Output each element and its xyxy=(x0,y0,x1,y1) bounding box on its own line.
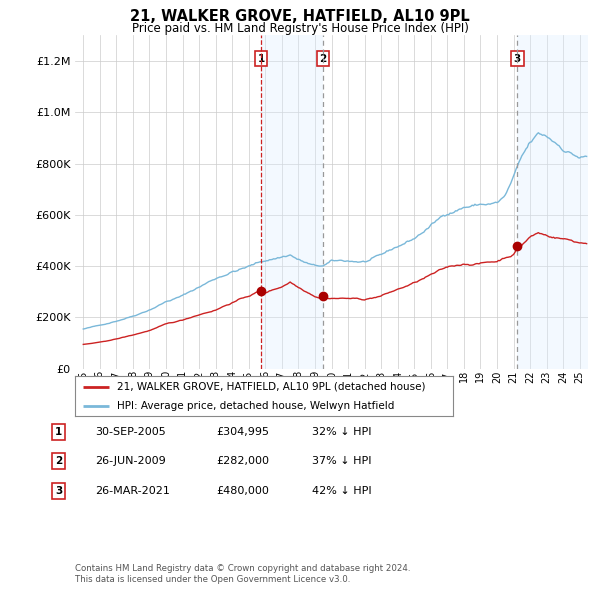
Text: 2: 2 xyxy=(320,54,327,64)
Text: 21, WALKER GROVE, HATFIELD, AL10 9PL: 21, WALKER GROVE, HATFIELD, AL10 9PL xyxy=(130,9,470,24)
Text: 42% ↓ HPI: 42% ↓ HPI xyxy=(312,486,371,496)
Text: 32% ↓ HPI: 32% ↓ HPI xyxy=(312,427,371,437)
Text: 2: 2 xyxy=(55,457,62,466)
Text: 26-JUN-2009: 26-JUN-2009 xyxy=(95,457,166,466)
Text: This data is licensed under the Open Government Licence v3.0.: This data is licensed under the Open Gov… xyxy=(75,575,350,584)
Text: 37% ↓ HPI: 37% ↓ HPI xyxy=(312,457,371,466)
Text: 3: 3 xyxy=(514,54,521,64)
Text: HPI: Average price, detached house, Welwyn Hatfield: HPI: Average price, detached house, Welw… xyxy=(116,401,394,411)
Text: £282,000: £282,000 xyxy=(216,457,269,466)
Text: 26-MAR-2021: 26-MAR-2021 xyxy=(95,486,170,496)
Text: £480,000: £480,000 xyxy=(216,486,269,496)
Bar xyxy=(517,35,588,369)
Text: 30-SEP-2005: 30-SEP-2005 xyxy=(95,427,166,437)
Text: 1: 1 xyxy=(55,427,62,437)
Text: Price paid vs. HM Land Registry's House Price Index (HPI): Price paid vs. HM Land Registry's House … xyxy=(131,22,469,35)
Bar xyxy=(261,35,323,369)
Text: 3: 3 xyxy=(55,486,62,496)
Text: 21, WALKER GROVE, HATFIELD, AL10 9PL (detached house): 21, WALKER GROVE, HATFIELD, AL10 9PL (de… xyxy=(116,382,425,392)
Text: £304,995: £304,995 xyxy=(216,427,269,437)
Text: 1: 1 xyxy=(257,54,265,64)
Text: Contains HM Land Registry data © Crown copyright and database right 2024.: Contains HM Land Registry data © Crown c… xyxy=(75,565,410,573)
